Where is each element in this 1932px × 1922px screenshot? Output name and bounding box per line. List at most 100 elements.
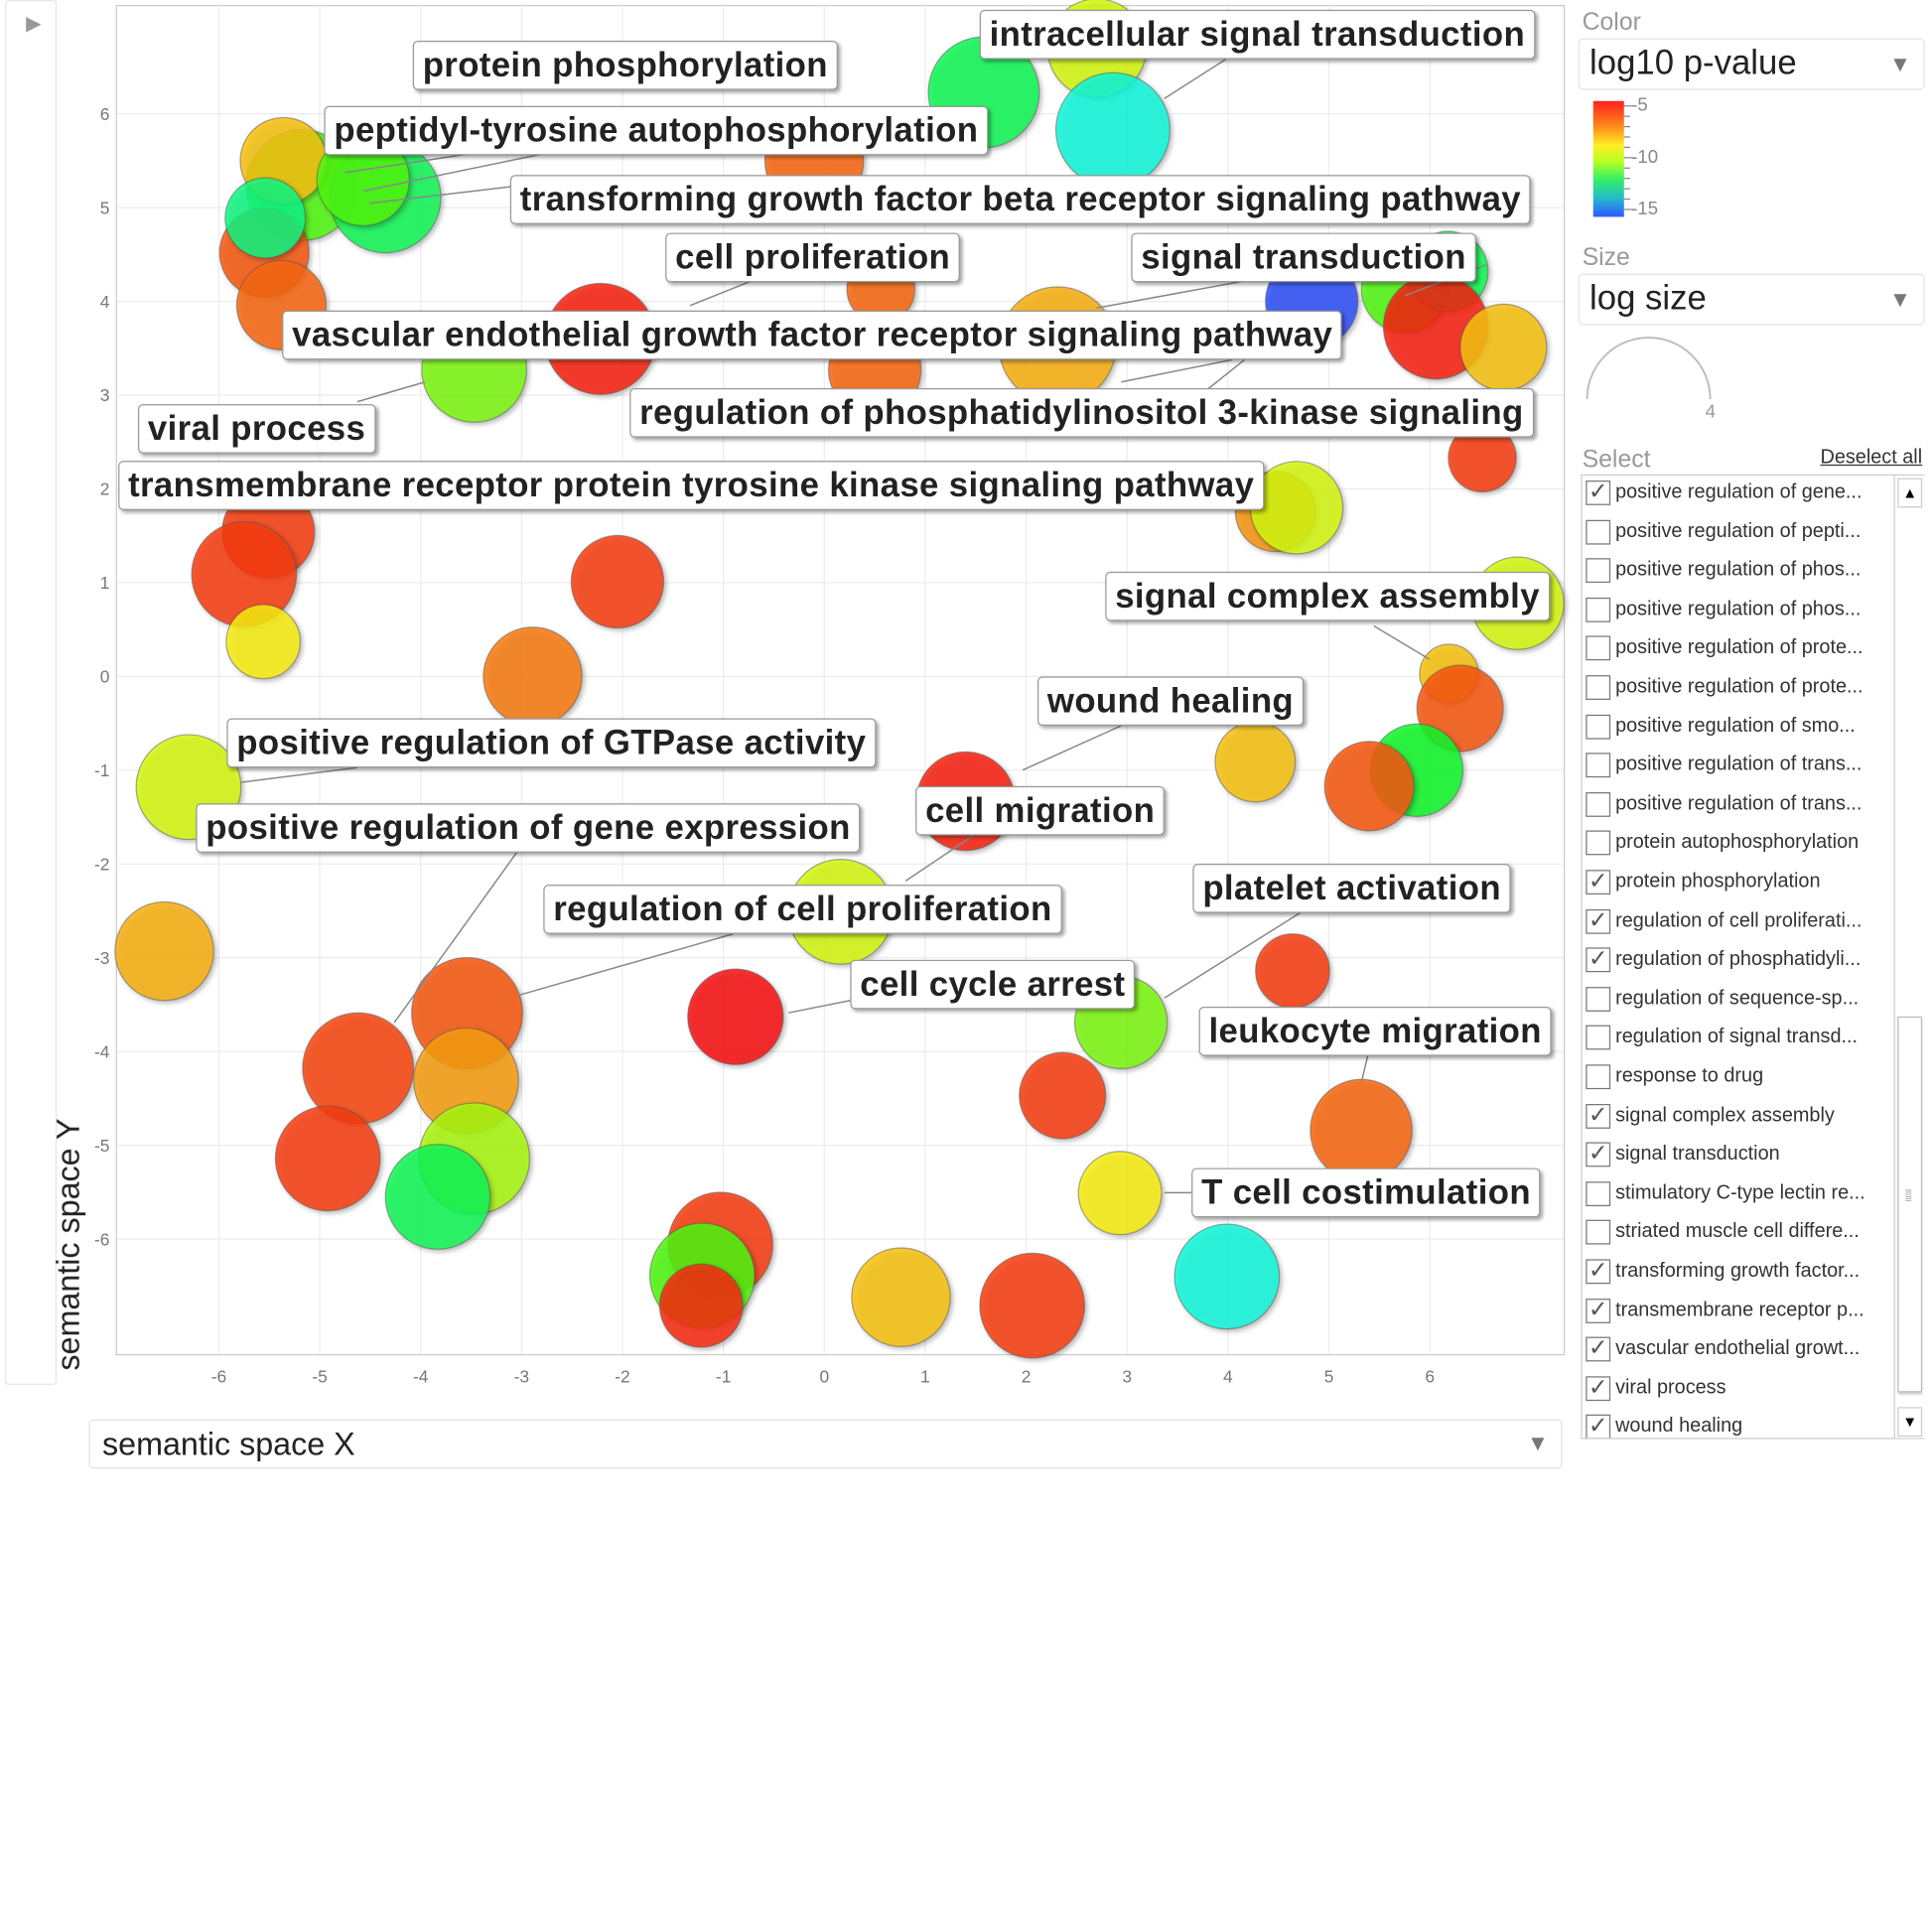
term-list-item[interactable]: ✓ transforming growth factor... [1585, 1254, 1892, 1292]
checkbox[interactable]: ✓ [1586, 908, 1611, 934]
checkbox[interactable]: ✓ [1586, 1376, 1611, 1401]
checkbox[interactable] [1586, 753, 1611, 778]
leader-line [345, 153, 469, 174]
term-list-item[interactable]: ✓ vascular endothelial growt... [1585, 1332, 1892, 1370]
term-list-item[interactable]: stimulatory C-type lectin re... [1585, 1176, 1892, 1214]
checkbox[interactable] [1586, 1220, 1611, 1245]
play-triangle-icon[interactable]: ▶ [26, 13, 42, 35]
deselect-all-link[interactable]: Deselect all [1820, 447, 1923, 469]
term-label[interactable]: cell proliferation [665, 232, 961, 283]
term-label[interactable]: signal transduction [1131, 232, 1476, 283]
checkbox[interactable]: ✓ [1586, 480, 1611, 505]
term-label[interactable]: leukocyte migration [1198, 1006, 1552, 1056]
color-select[interactable]: log10 p-value ▼ [1578, 38, 1925, 90]
term-list-item[interactable]: ✓ regulation of cell proliferati... [1585, 903, 1892, 941]
bubble[interactable] [224, 177, 307, 259]
checkbox[interactable]: ✓ [1586, 870, 1611, 895]
bubble[interactable] [851, 1247, 951, 1347]
bubble[interactable] [979, 1252, 1086, 1359]
checkbox[interactable]: ✓ [1586, 1143, 1611, 1167]
term-label[interactable]: cell cycle arrest [850, 959, 1136, 1010]
bubble[interactable] [274, 1105, 381, 1212]
checkbox[interactable] [1586, 558, 1611, 584]
term-list-item[interactable]: positive regulation of prote... [1585, 631, 1892, 669]
checkbox[interactable] [1586, 791, 1611, 817]
checkbox[interactable] [1586, 597, 1611, 622]
term-list-item[interactable]: positive regulation of pepti... [1585, 514, 1892, 552]
term-list-item[interactable]: ✓ transmembrane receptor p... [1585, 1294, 1892, 1331]
leader-line [362, 153, 543, 193]
bubble[interactable] [384, 1144, 491, 1250]
bubble[interactable] [1323, 741, 1415, 832]
term-label[interactable]: wound healing [1037, 676, 1304, 727]
checkbox[interactable] [1586, 1026, 1611, 1050]
term-list-item[interactable]: response to drug [1585, 1059, 1892, 1097]
bubble[interactable] [1019, 1051, 1107, 1140]
term-label[interactable]: cell migration [915, 785, 1166, 836]
x-tick-label: -4 [413, 1367, 429, 1387]
term-list-item[interactable]: striated muscle cell differe... [1585, 1215, 1892, 1253]
term-label[interactable]: positive regulation of gene expression [196, 803, 861, 853]
term-list-item[interactable]: positive regulation of prote... [1585, 670, 1892, 708]
x-axis-label: semantic space X [102, 1425, 355, 1463]
term-list-item[interactable]: positive regulation of trans... [1585, 749, 1892, 786]
scrollbar-thumb[interactable]: ≡ ≡ [1897, 1016, 1923, 1393]
checkbox[interactable]: ✓ [1586, 1103, 1611, 1129]
checkbox[interactable]: ✓ [1586, 1298, 1611, 1323]
term-label[interactable]: regulation of cell proliferation [543, 885, 1062, 934]
term-label[interactable]: intracellular signal transduction [979, 9, 1536, 60]
term-label[interactable]: vascular endothelial growth factor recep… [282, 310, 1343, 360]
bubble[interactable] [570, 534, 665, 629]
checkbox[interactable]: ✓ [1586, 1336, 1611, 1362]
term-list-item[interactable]: positive regulation of smo... [1585, 709, 1892, 747]
term-label[interactable]: T cell costimulation [1191, 1167, 1541, 1218]
term-label[interactable]: peptidyl-tyrosine autophosphorylation [324, 105, 989, 156]
term-list-item[interactable]: positive regulation of trans... [1585, 787, 1892, 825]
term-list-item[interactable]: ✓ signal complex assembly [1585, 1099, 1892, 1137]
term-label[interactable]: positive regulation of GTPase activity [226, 718, 877, 768]
scroll-down-icon[interactable]: ▼ [1897, 1407, 1923, 1438]
term-label[interactable]: viral process [138, 404, 376, 454]
checkbox[interactable] [1586, 635, 1611, 661]
y-axis-selector[interactable]: ▶ [4, 0, 58, 1385]
term-label[interactable]: protein phosphorylation [412, 40, 838, 90]
checkbox[interactable]: ✓ [1586, 1259, 1611, 1285]
bubble[interactable] [1077, 1151, 1163, 1236]
term-list-item[interactable]: positive regulation of phos... [1585, 593, 1892, 630]
term-list-item[interactable]: regulation of sequence-sp... [1585, 982, 1892, 1020]
x-tick-label: -1 [716, 1367, 731, 1387]
checkbox[interactable]: ✓ [1586, 1415, 1611, 1439]
checkbox[interactable] [1586, 714, 1611, 740]
checkbox[interactable] [1586, 1064, 1611, 1090]
checkbox[interactable]: ✓ [1586, 947, 1611, 973]
bubble[interactable] [225, 604, 301, 680]
term-select-list[interactable]: ✓ positive regulation of gene... positive … [1581, 474, 1925, 1440]
bubble[interactable] [114, 900, 214, 1002]
scroll-up-icon[interactable]: ▲ [1897, 478, 1923, 508]
term-label[interactable]: regulation of phosphatidylinositol 3-kin… [629, 387, 1534, 438]
term-list-item[interactable]: ✓ regulation of phosphatidyli... [1585, 943, 1892, 981]
checkbox[interactable] [1586, 675, 1611, 700]
term-list-item[interactable]: ✓ signal transduction [1585, 1138, 1892, 1175]
checkbox[interactable] [1586, 1180, 1611, 1206]
term-list-item[interactable]: ✓ viral process [1585, 1371, 1892, 1409]
bubble[interactable] [687, 968, 784, 1065]
x-axis-selector[interactable]: semantic space X ▼ [88, 1419, 1563, 1469]
term-label[interactable]: transmembrane receptor protein tyrosine … [118, 461, 1265, 510]
term-label[interactable]: platelet activation [1192, 864, 1511, 913]
term-list-item[interactable]: protein autophosphorylation [1585, 826, 1892, 864]
term-list-label: regulation of phosphatidyli... [1615, 948, 1862, 970]
term-list-item[interactable]: ✓ wound healing [1585, 1410, 1892, 1439]
term-label[interactable]: signal complex assembly [1105, 571, 1550, 621]
term-list-item[interactable]: ✓ positive regulation of gene... [1585, 476, 1892, 513]
size-select[interactable]: log size ▼ [1578, 273, 1925, 326]
bubble[interactable] [658, 1263, 744, 1348]
term-label[interactable]: transforming growth factor beta receptor… [509, 175, 1531, 224]
term-list-item[interactable]: positive regulation of phos... [1585, 553, 1892, 591]
checkbox[interactable] [1586, 986, 1611, 1012]
checkbox[interactable] [1586, 830, 1611, 856]
term-list-item[interactable]: ✓ protein phosphorylation [1585, 865, 1892, 902]
checkbox[interactable] [1586, 519, 1611, 545]
term-list-item[interactable]: regulation of signal transd... [1585, 1021, 1892, 1058]
bubble[interactable] [1173, 1223, 1281, 1330]
